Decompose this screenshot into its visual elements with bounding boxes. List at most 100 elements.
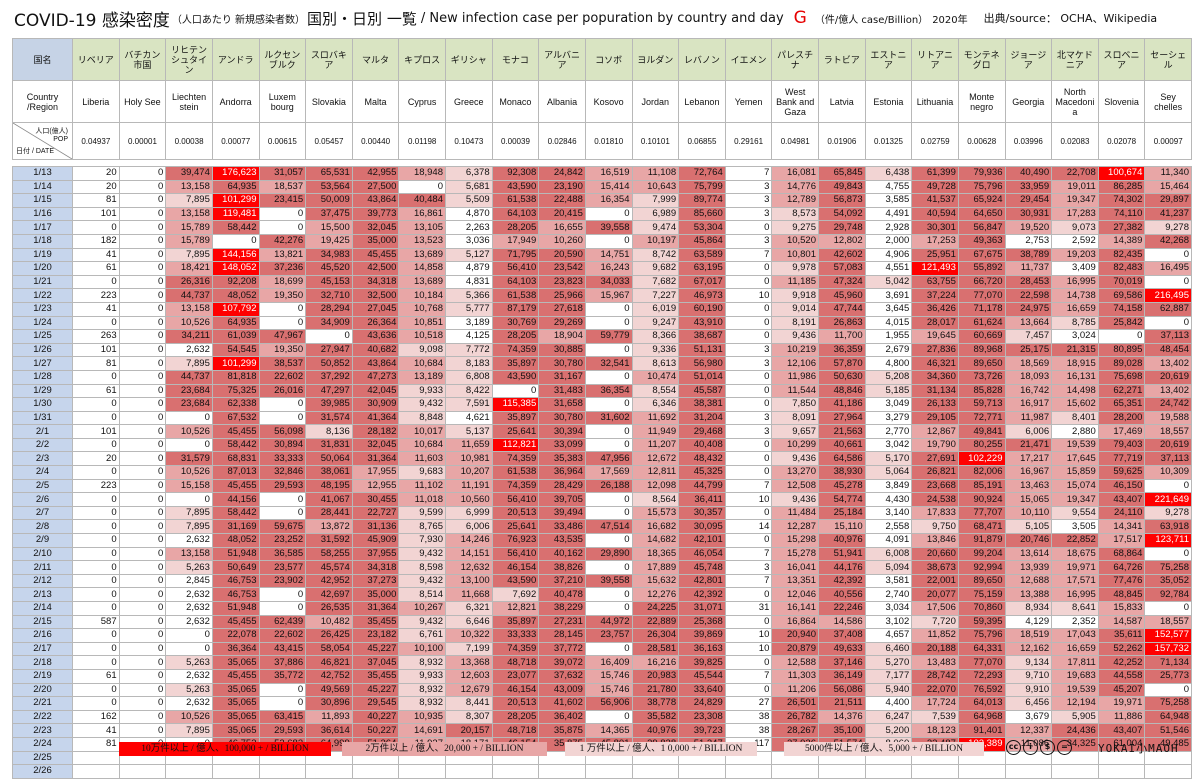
date-cell: 2/1 (12, 424, 73, 439)
value-cell: 28,200 (1097, 410, 1146, 426)
value-cell: 2,592 (1051, 233, 1099, 249)
value-cell: 12,955 (351, 478, 400, 494)
value-cell: 15,632 (631, 573, 680, 589)
value-cell (678, 750, 726, 766)
date-cell: 1/22 (12, 288, 73, 303)
value-cell: 0 (118, 723, 167, 738)
value-cell: 13,483 (911, 655, 959, 670)
value-cell: 3,189 (445, 315, 493, 331)
table-row: 2/22 162 0 10,526 35,065 63,415 11,893 40,227 10… (12, 709, 1192, 725)
value-cell: 30,909 (351, 397, 400, 412)
date-cell: 1/18 (12, 233, 73, 249)
value-cell: 21,780 (631, 682, 680, 698)
value-cell: 13,158 (165, 546, 213, 562)
value-cell: 45,455 (211, 478, 260, 494)
value-cell: 3 (724, 179, 773, 195)
value-cell: 8,613 (631, 356, 680, 371)
value-cell: 92,308 (491, 166, 540, 181)
value-cell: 20,077 (911, 587, 959, 602)
value-cell: 17,889 (631, 560, 680, 575)
value-cell: 35,772 (258, 668, 307, 684)
value-cell: 7,930 (398, 533, 446, 548)
value-cell: 38,537 (258, 356, 307, 371)
value-cell: 10,207 (445, 465, 493, 480)
value-cell: 16,141 (771, 601, 819, 616)
value-cell: 11,207 (631, 437, 680, 453)
value-cell: 71,178 (957, 301, 1006, 317)
value-cell: 2,753 (1004, 233, 1053, 249)
country-name-en: Lithuania (911, 80, 959, 123)
value-cell: 9,933 (398, 383, 446, 399)
value-cell: 0 (118, 696, 167, 711)
value-cell: 40,162 (538, 546, 586, 562)
value-cell: 10,309 (1144, 465, 1192, 480)
table-row: 2/2 0 0 0 58,442 30,894 31,831 32,045 10,684 11,6… (12, 437, 1192, 453)
value-cell: 23,308 (678, 709, 726, 725)
value-cell: 0 (72, 628, 120, 643)
value-cell: 0 (118, 465, 167, 480)
value-cell: 0 (584, 533, 633, 548)
country-name-en: West Bank and Gaza (771, 80, 819, 123)
value-cell: 47,744 (818, 301, 866, 317)
value-cell: 75,325 (211, 383, 260, 399)
value-cell: 22,727 (351, 505, 400, 521)
date-cell: 1/30 (12, 397, 73, 412)
value-cell: 2,352 (1051, 614, 1099, 630)
value-cell: 34,211 (165, 329, 213, 344)
value-cell: 14,738 (1051, 288, 1099, 303)
value-cell: 0 (491, 383, 540, 399)
date-cell: 1/13 (12, 166, 73, 181)
country-name-en: Monaco (491, 80, 540, 123)
value-cell: 25,641 (491, 424, 540, 439)
value-cell: 51,941 (818, 546, 866, 562)
value-cell: 64,331 (957, 641, 1006, 657)
value-cell: 43,910 (678, 315, 726, 331)
value-cell: 0 (724, 301, 773, 317)
table-row: 1/31 0 0 0 67,532 0 31,574 41,364 8,848 4,621 35,8… (12, 410, 1192, 426)
value-cell: 7,895 (165, 356, 213, 371)
value-cell: 7,850 (771, 397, 819, 412)
value-cell: 10,526 (165, 315, 213, 331)
value-cell: 0 (211, 233, 260, 249)
value-cell: 46,150 (1097, 478, 1146, 494)
value-cell: 8,932 (398, 655, 446, 670)
value-cell: 99,204 (957, 546, 1006, 562)
value-cell: 74,110 (1097, 206, 1146, 222)
value-cell: 47,324 (818, 274, 866, 290)
value-cell: 27,964 (818, 410, 866, 426)
title-source: 出典/source： OCHA、Wikipedia (983, 12, 1158, 25)
value-cell: 36,149 (818, 668, 866, 684)
value-cell: 0 (72, 587, 120, 602)
value-cell: 28,017 (911, 315, 959, 331)
value-cell: 33,099 (538, 437, 586, 453)
value-cell: 16,655 (538, 220, 586, 235)
value-cell: 29,454 (1004, 193, 1053, 208)
value-cell: 48,454 (1144, 342, 1192, 358)
value-cell: 63,415 (258, 709, 307, 725)
date-cell: 1/25 (12, 329, 73, 344)
value-cell: 26,821 (911, 465, 959, 480)
date-cell: 1/23 (12, 301, 73, 317)
value-cell: 52,683 (258, 736, 307, 752)
title-sub: （人口あたり 新規感染者数） (171, 14, 306, 26)
value-cell: 39,869 (678, 628, 726, 643)
value-cell: 0 (72, 397, 120, 412)
value-cell: 2,632 (165, 614, 213, 630)
value-cell: 0 (258, 301, 307, 317)
value-cell: 3 (724, 410, 773, 426)
value-cell: 64,935 (211, 315, 260, 331)
value-cell: 13,463 (1004, 478, 1053, 494)
value-cell: 51,014 (678, 369, 726, 385)
title-g-mark: G (793, 8, 807, 28)
value-cell: 43,590 (491, 573, 540, 589)
corner-pop-label: 人口(億人) POP (35, 128, 68, 143)
value-cell: 18,915 (1051, 356, 1099, 371)
value-cell: 41,067 (305, 492, 353, 507)
value-cell (491, 750, 540, 766)
value-cell: 157,732 (1144, 641, 1192, 657)
value-cell: 36,359 (818, 342, 866, 358)
value-cell: 101 (72, 424, 120, 439)
value-cell: 62,439 (258, 614, 307, 630)
value-cell: 46,054 (678, 546, 726, 562)
value-cell (584, 750, 633, 766)
